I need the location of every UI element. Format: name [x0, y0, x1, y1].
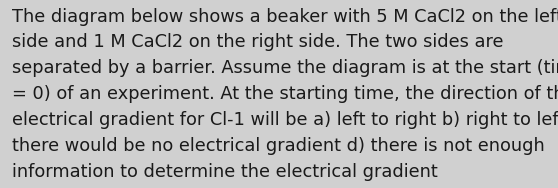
Text: there would be no electrical gradient d) there is not enough: there would be no electrical gradient d)…	[12, 137, 545, 155]
Text: The diagram below shows a beaker with 5 M CaCl2 on the left: The diagram below shows a beaker with 5 …	[12, 8, 558, 26]
Text: electrical gradient for Cl-1 will be a) left to right b) right to left c): electrical gradient for Cl-1 will be a) …	[12, 111, 558, 129]
Text: separated by a barrier. Assume the diagram is at the start (time: separated by a barrier. Assume the diagr…	[12, 59, 558, 77]
Text: information to determine the electrical gradient: information to determine the electrical …	[12, 163, 438, 181]
Text: side and 1 M CaCl2 on the right side. The two sides are: side and 1 M CaCl2 on the right side. Th…	[12, 33, 504, 52]
Text: = 0) of an experiment. At the starting time, the direction of the: = 0) of an experiment. At the starting t…	[12, 85, 558, 103]
